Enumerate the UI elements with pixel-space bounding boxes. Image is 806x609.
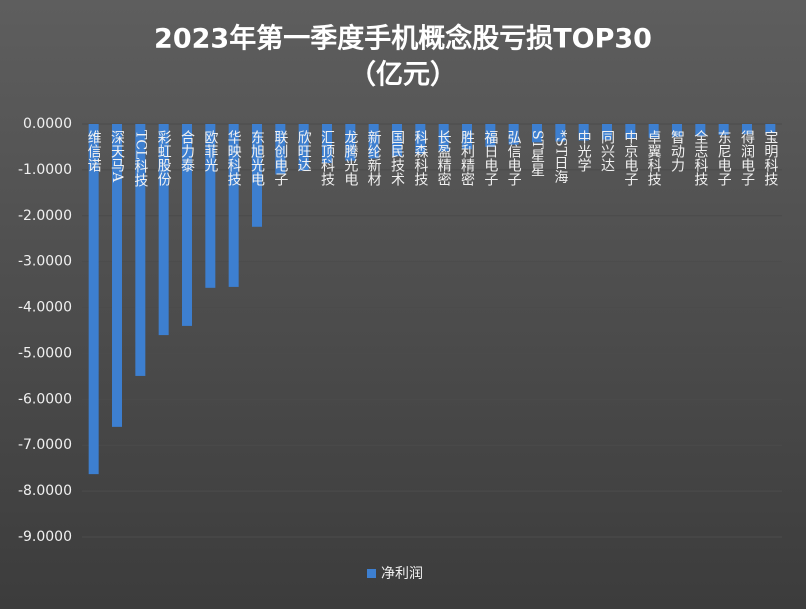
x-tick-label: 弘信电子 [506, 130, 522, 186]
bar [438, 124, 449, 152]
x-tick-label: 欣旺达 [296, 130, 312, 172]
bar [252, 124, 262, 227]
x-tick-label: 胜利精密 [459, 130, 475, 186]
bar [415, 124, 426, 154]
bar [532, 124, 542, 143]
x-tick-label: 全志科技 [692, 129, 708, 187]
x-tick-label: 彩虹股份 [156, 130, 172, 187]
x-tick-label: 得润电子 [739, 129, 755, 186]
x-tick-label: 华映科技 [226, 130, 242, 187]
y-tick-label: -2.0000 [18, 208, 72, 224]
x-tick-label: 智动力 [669, 130, 685, 173]
x-tick-label: 维信诺 [86, 130, 102, 172]
bar [718, 124, 729, 136]
x-tick-label: ST星星 [529, 130, 545, 177]
x-tick-label: TCL科技 [132, 130, 148, 189]
bar [298, 124, 309, 171]
bar [695, 124, 706, 136]
x-tick-label: 深天马A [109, 130, 125, 183]
chart-title: 2023年第一季度手机概念股亏损TOP30 [154, 23, 652, 55]
y-tick-label: -8.0000 [18, 483, 72, 499]
bar [555, 124, 566, 142]
bar [322, 124, 332, 164]
x-tick-label: 新纶新材 [366, 130, 382, 186]
x-tick-label: 合力泰 [179, 130, 195, 172]
x-tick-label: 中京电子 [622, 130, 638, 186]
x-tick-label: 联创电子 [272, 130, 288, 186]
bar [158, 124, 169, 336]
bar [508, 124, 519, 145]
y-tick-label: -9.0000 [18, 529, 72, 545]
bar [765, 124, 776, 134]
bar [88, 124, 99, 475]
y-tick-label: -7.0000 [18, 437, 72, 453]
y-tick-label: -3.0000 [18, 254, 72, 270]
x-tick-label: 中光学 [576, 130, 592, 172]
x-tick-label: 宝明科技 [762, 130, 778, 187]
bar [742, 124, 752, 135]
bar [182, 124, 192, 326]
bar [275, 124, 286, 175]
y-tick-label: -4.0000 [18, 300, 72, 316]
bar [205, 124, 216, 288]
x-tick-label: 同兴达 [599, 130, 615, 172]
x-tick-label: 卓翼科技 [646, 130, 662, 187]
bar [672, 124, 682, 137]
legend-label: 净利润 [381, 566, 423, 582]
bar [345, 124, 356, 161]
x-tick-label: 长盈精密 [436, 130, 452, 186]
legend-swatch [367, 569, 376, 578]
bar [648, 124, 659, 138]
x-tick-label: 欧菲光 [202, 130, 218, 173]
bar [625, 124, 636, 139]
bar [228, 124, 239, 287]
y-tick-label: 0.0000 [23, 116, 72, 132]
x-tick-label: 龙腾光电 [342, 130, 358, 186]
x-tick-label: 国民技术 [389, 130, 405, 186]
y-tick-label: -6.0000 [18, 391, 72, 407]
bar [485, 124, 496, 147]
bar [392, 124, 402, 157]
bar [112, 124, 122, 427]
bar [602, 124, 612, 140]
x-tick-label: 东旭光电 [249, 130, 265, 186]
x-tick-label: *ST日海 [552, 130, 568, 184]
y-tick-label: -5.0000 [18, 345, 72, 361]
bar [578, 124, 589, 141]
x-tick-label: 福日电子 [482, 130, 498, 186]
x-tick-label: 科森科技 [412, 130, 428, 187]
bar [368, 124, 379, 159]
bar [135, 124, 146, 376]
x-tick-label: 汇顶科技 [319, 130, 335, 187]
bar [462, 124, 472, 150]
x-tick-label: 东尼电子 [716, 130, 732, 186]
y-tick-label: -1.0000 [18, 162, 72, 178]
chart-subtitle: （亿元） [349, 60, 457, 91]
